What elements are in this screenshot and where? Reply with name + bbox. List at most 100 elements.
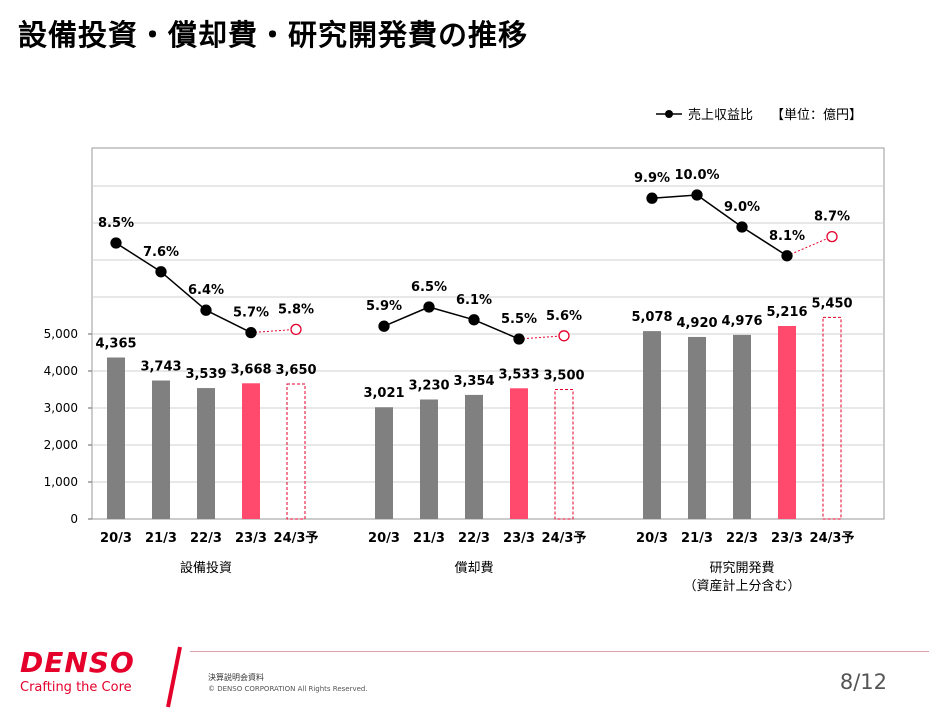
bar [197,388,215,519]
ratio-line [205,309,252,334]
x-tick-label: 22/3 [726,531,758,546]
ratio-label: 5.9% [366,299,402,314]
bar-forecast [822,316,842,520]
bar-latest [510,388,528,519]
bar-value-label: 3,533 [498,367,539,382]
bar [152,380,170,519]
legend: 売上収益比 【単位：億円】 [656,104,862,123]
bar-value-label: 4,976 [721,314,762,329]
ratio-point [513,333,525,345]
y-tick-label: 2,000 [44,438,78,452]
bar-value-label: 3,743 [140,360,181,375]
group-sublabel: （資産計上分含む） [683,578,800,594]
ratio-label: 8.7% [814,210,850,225]
ratio-point [736,221,748,233]
y-tick-label: 3,000 [44,401,78,415]
x-tick-label: 20/3 [368,531,400,546]
ratio-label: 8.1% [769,229,805,244]
bar [420,399,438,519]
bar-value-label: 5,450 [811,296,852,311]
bar-forecast [286,383,306,520]
ratio-label: 5.5% [501,312,537,327]
y-tick-label: 1,000 [44,475,78,489]
ratio-point [200,304,212,316]
x-tick-label: 20/3 [100,531,132,546]
page-title: 設備投資・償却費・研究開発費の推移 [18,18,529,52]
legend-label: 売上収益比 [688,108,754,123]
x-tick-label: 20/3 [636,531,668,546]
ratio-label: 9.0% [724,200,760,215]
ratio-line [696,194,743,228]
ratio-point [245,326,257,339]
ratio-line-forecast [786,236,833,257]
ratio-line-forecast [250,328,297,334]
x-tick-label: 21/3 [413,531,445,546]
ratio-label: 7.6% [143,245,179,260]
ratio-label: 6.5% [411,280,447,295]
ratio-point [781,250,793,262]
x-tick-label: 22/3 [458,531,490,546]
bar-value-label: 4,365 [95,336,136,351]
x-tick-label: 23/3 [503,531,535,546]
ratio-point [423,301,435,313]
bar-value-label: 3,354 [453,374,494,389]
bar [465,394,483,519]
chart-area: 0 1,000 2,000 3,000 4,000 5,000 4,365 20/3 3,743… [44,147,885,594]
ratio-line [473,319,520,340]
ratio-label: 5.7% [233,306,269,321]
bar [688,336,706,519]
y-tick-label: 0 [70,512,78,526]
bar [643,331,661,519]
group-label: 研究開発費 [709,561,774,576]
tagline: Crafting the Core [20,680,132,695]
ratio-point-forecast [826,230,838,243]
bar-latest [778,326,796,519]
ratio-point [378,320,390,332]
page-number: 8/12 [839,670,887,694]
unit-label: 【単位：億円】 [771,108,863,123]
bar [107,357,125,519]
x-tick-label: 23/3 [771,531,803,546]
x-tick-label: 21/3 [145,531,177,546]
logo-slash-icon [166,646,182,708]
bar-forecast [554,389,574,520]
ratio-line [741,226,788,257]
denso-logo: DENSO [20,646,135,679]
ratio-point [646,192,658,204]
ratio-label: 6.1% [456,293,492,308]
bar-value-label: 3,668 [230,362,271,377]
x-tick-label: 22/3 [190,531,222,546]
x-tick-label: 21/3 [681,531,713,546]
footer-copyright: © DENSO CORPORATION All Rights Reserved. [208,685,368,693]
ratio-point [691,189,703,201]
bar [375,407,393,519]
ratio-label: 9.9% [634,171,670,186]
bar [733,334,751,519]
footer-divider [190,651,929,652]
ratio-point-forecast [558,330,570,342]
ratio-line [383,306,430,327]
bar-value-label: 3,650 [275,363,316,378]
group-label: 設備投資 [180,560,232,576]
ratio-label: 5.6% [546,309,582,324]
y-tick-label: 4,000 [44,364,78,378]
ratio-line [428,306,475,321]
x-tick-label: 23/3 [235,531,267,546]
ratio-point [110,237,122,249]
x-tick-label: 24/3予 [542,531,587,546]
ratio-point [155,266,167,278]
ratio-label: 6.4% [188,283,224,298]
x-tick-label: 24/3予 [810,531,855,546]
bar-value-label: 5,216 [766,305,807,320]
ratio-line [160,271,207,311]
ratio-line [651,194,698,199]
group-label: 償却費 [454,561,493,576]
ratio-line [115,242,162,273]
ratio-label: 8.5% [98,216,134,231]
y-tick-label: 5,000 [44,327,78,341]
x-tick-label: 24/3予 [274,531,319,546]
bar-value-label: 3,230 [408,378,449,393]
ratio-point [468,314,480,326]
bar-latest [242,383,260,519]
bar-value-label: 3,500 [543,369,584,384]
